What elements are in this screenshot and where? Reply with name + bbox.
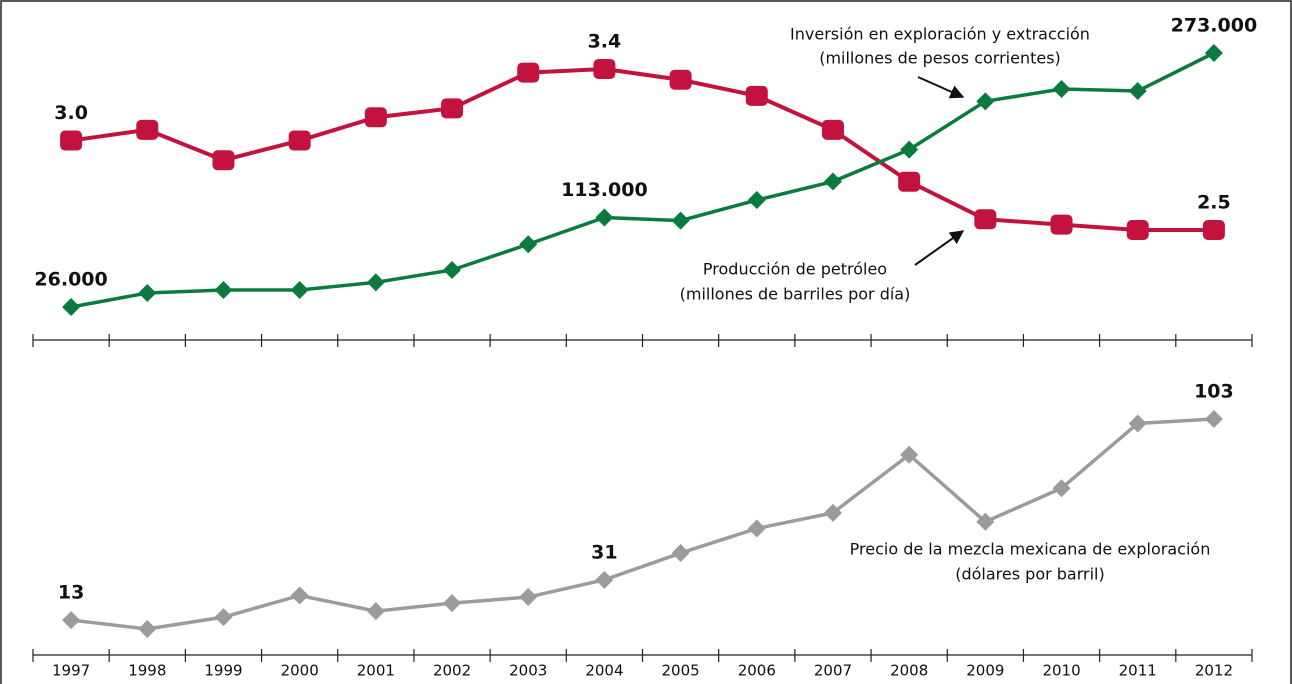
- marker: [60, 130, 83, 151]
- x-tick-label: 2000: [281, 662, 319, 680]
- marker: [1202, 220, 1225, 240]
- marker: [1128, 82, 1147, 101]
- x-tick-label: 2003: [509, 662, 547, 680]
- marker: [823, 503, 842, 522]
- annotation: Precio de la mezcla mexicana de explorac…: [850, 540, 1211, 559]
- x-tick-label: 2004: [585, 662, 623, 680]
- marker: [669, 69, 692, 90]
- x-tick-label: 1999: [204, 662, 242, 680]
- annotation: Producción de petróleo: [703, 260, 887, 279]
- marker: [1204, 44, 1223, 62]
- x-tick-label: 1997: [52, 662, 90, 680]
- marker: [1204, 410, 1223, 428]
- marker: [900, 140, 919, 159]
- marker: [671, 544, 690, 563]
- marker: [595, 570, 614, 589]
- annotation: Inversión en exploración y extracción: [790, 25, 1090, 44]
- annotation: (dólares por barril): [955, 565, 1105, 584]
- marker: [974, 209, 997, 230]
- marker: [290, 281, 309, 300]
- x-tick-label: 2012: [1195, 662, 1233, 680]
- marker: [1052, 479, 1071, 498]
- marker: [900, 445, 919, 464]
- data-label: 26.000: [34, 269, 107, 291]
- arrow: [914, 230, 965, 266]
- marker: [976, 92, 995, 111]
- data-label: 2.5: [1197, 192, 1231, 214]
- marker: [443, 594, 462, 613]
- marker: [519, 235, 538, 254]
- x-tick-label: 2008: [890, 662, 928, 680]
- marker: [62, 298, 81, 316]
- marker: [441, 98, 464, 119]
- data-label: 103: [1194, 381, 1234, 403]
- marker: [364, 107, 387, 128]
- data-label: 3.4: [588, 31, 622, 53]
- marker: [138, 620, 157, 638]
- x-tick-label: 1998: [128, 662, 166, 680]
- x-tick-label: 2009: [966, 662, 1004, 680]
- marker: [290, 586, 309, 605]
- marker: [366, 273, 385, 292]
- marker: [136, 119, 159, 140]
- data-label: 273.000: [1171, 15, 1258, 37]
- x-tick-label: 2005: [662, 662, 700, 680]
- marker: [366, 602, 385, 621]
- marker: [443, 260, 462, 279]
- marker: [288, 130, 311, 151]
- data-label: 13: [58, 582, 84, 604]
- marker: [671, 211, 690, 230]
- marker: [214, 608, 233, 627]
- series-line: [70, 66, 1214, 232]
- marker: [212, 150, 235, 171]
- marker: [898, 171, 921, 192]
- marker: [593, 59, 616, 79]
- data-label: 3.0: [54, 102, 88, 124]
- annotation: (millones de pesos corrientes): [819, 49, 1061, 68]
- marker: [745, 85, 768, 106]
- marker: [62, 611, 81, 630]
- marker: [1128, 414, 1147, 433]
- marker: [1050, 214, 1073, 235]
- marker: [823, 172, 842, 191]
- data-label: 113.000: [561, 179, 648, 201]
- data-label: 31: [591, 541, 617, 563]
- marker: [517, 62, 540, 83]
- x-tick-label: 2002: [433, 662, 471, 680]
- marker: [747, 519, 766, 538]
- marker: [1126, 220, 1149, 240]
- marker: [821, 119, 844, 140]
- arrow: [917, 76, 965, 99]
- annotation: (millones de barriles por día): [680, 285, 911, 304]
- marker: [138, 284, 157, 303]
- marker: [1052, 79, 1071, 98]
- marker: [747, 191, 766, 210]
- series-line: [70, 51, 1215, 309]
- series-line: [70, 417, 1215, 631]
- marker: [214, 281, 233, 300]
- x-tick-label: 2011: [1119, 662, 1157, 680]
- x-tick-label: 2001: [357, 662, 395, 680]
- x-tick-label: 2007: [814, 662, 852, 680]
- x-tick-label: 2006: [738, 662, 776, 680]
- marker: [519, 588, 538, 607]
- marker: [595, 208, 614, 227]
- x-tick-label: 2010: [1042, 662, 1080, 680]
- marker: [976, 512, 995, 531]
